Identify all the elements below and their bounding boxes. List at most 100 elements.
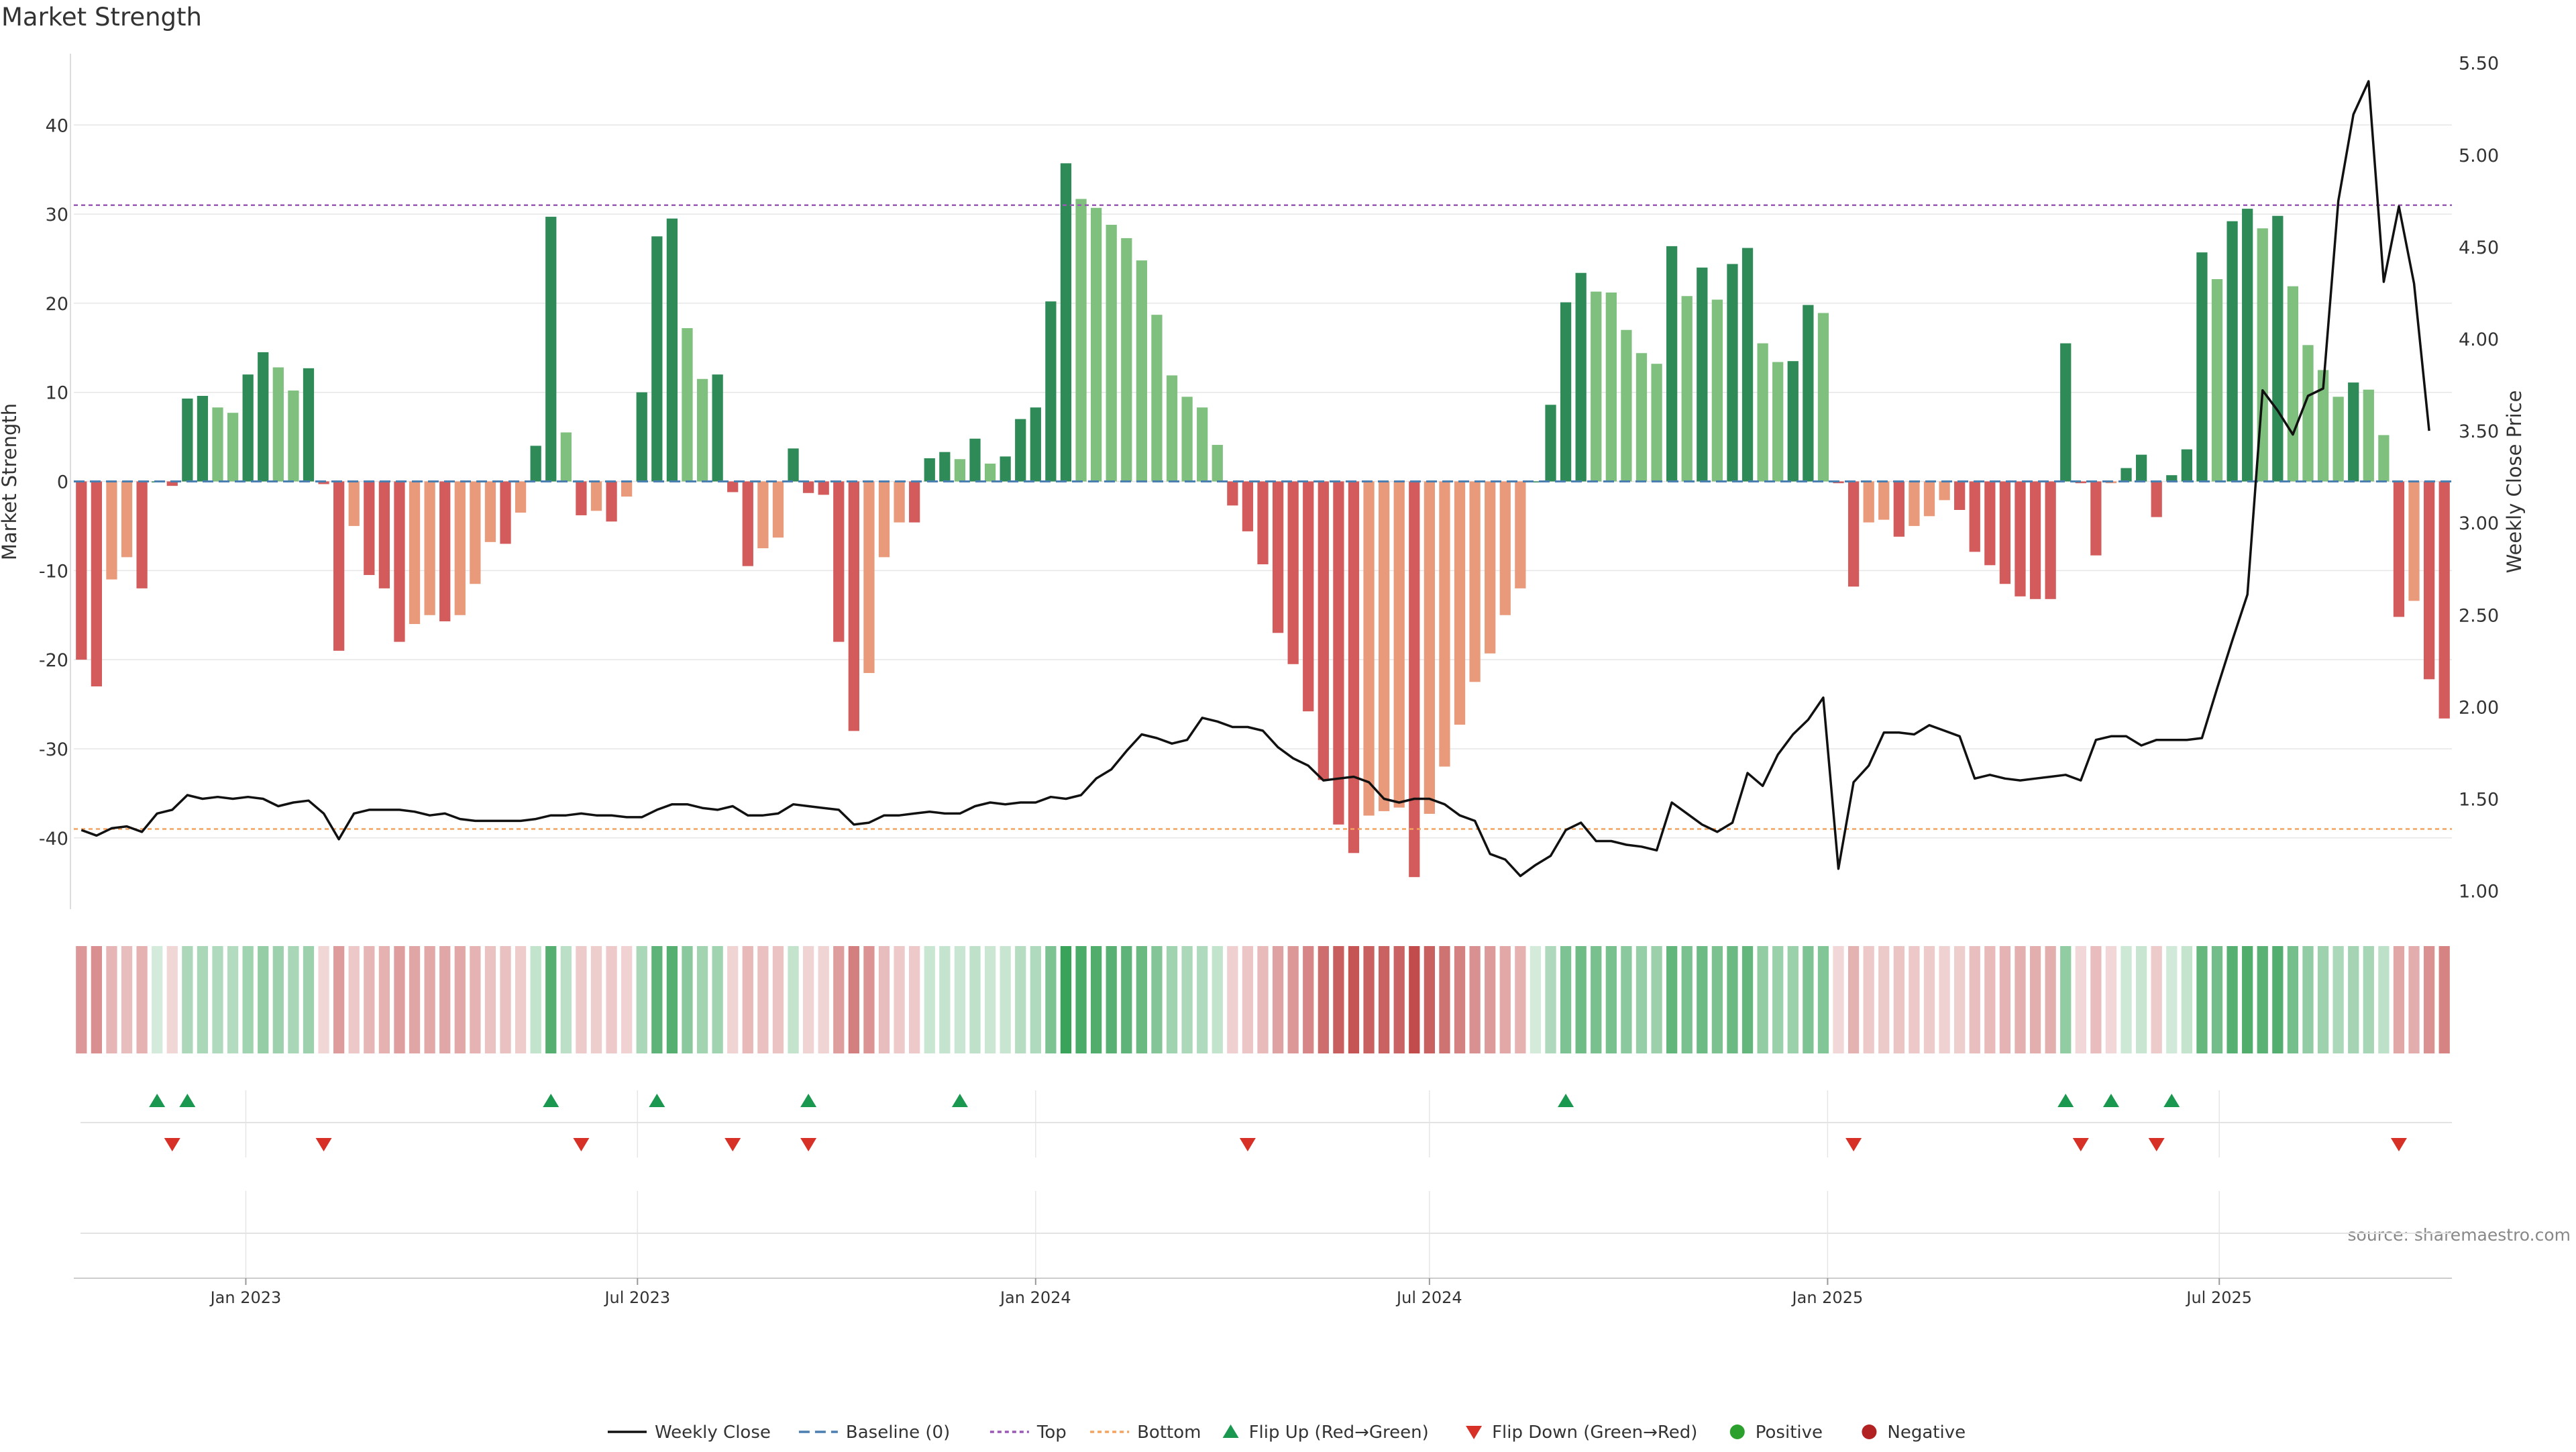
heat-cell [924,946,935,1053]
heat-cell [1333,946,1344,1053]
heat-cell [1772,946,1784,1053]
strength-bar [1939,481,1950,501]
strength-bar [454,481,466,615]
y-tick-label: 30 [46,205,68,225]
heat-cell [802,946,814,1053]
heat-cell [848,946,859,1053]
heat-cell [530,946,541,1053]
strength-bar [2378,435,2390,482]
y-tick-label: -10 [39,561,68,582]
heat-cell [2015,946,2026,1053]
heat-cell [439,946,451,1053]
strength-bar [1635,353,1648,482]
heat-cell [1621,946,1632,1053]
flip-up-marker [179,1094,196,1107]
strength-bar [182,398,193,482]
strength-bar [954,459,966,482]
legend-label: Top [1036,1422,1067,1443]
heat-cell [1863,946,1874,1053]
heat-cell [2317,946,2329,1053]
heat-cell [712,946,723,1053]
strength-bar [378,481,390,588]
heat-cell [1515,946,1526,1053]
heat-cell [1969,946,1980,1053]
heat-cell [1439,946,1450,1053]
y2-tick-label: 5.00 [2459,146,2499,166]
heat-cell [1379,946,1390,1053]
heat-cell [394,946,405,1053]
strength-bar [288,391,299,482]
heat-cell [1075,946,1087,1053]
legend-flip-up-icon [1222,1424,1239,1438]
heat-cell [1151,946,1163,1053]
heat-cell [1984,946,1996,1053]
strength-bar [1136,260,1147,482]
heat-cell [333,946,345,1053]
strength-bar [1090,207,1102,482]
heat-cell [2242,946,2253,1053]
strength-bar [848,481,859,731]
flip-down-marker [573,1138,590,1151]
flip-up-marker [149,1094,166,1107]
heat-cell [863,946,875,1053]
strength-bar [651,236,663,482]
heat-cell [1045,946,1057,1053]
strength-bar [2166,475,2178,482]
strength-bar [1772,362,1784,482]
heat-cell [2438,946,2450,1053]
plot-layer: -40 -30 -20 -10 0 10 20 30 40 1.00 1.50 2.00 2.50 3.0… [39,54,2499,1307]
strength-bar [242,374,254,482]
heat-cell [1591,946,1602,1053]
heat-cell [2060,946,2072,1053]
heat-cell [742,946,753,1053]
strength-bar [1409,481,1420,878]
heat-cell [121,946,133,1053]
strength-bar [348,481,360,526]
y-tick-label: -30 [39,739,68,760]
legend-item: Baseline (0) [798,1422,950,1443]
strength-bar [2015,481,2026,597]
strength-bar [2393,481,2405,617]
strength-bar [1363,481,1375,816]
strength-bar [1181,397,1193,482]
strength-bar [833,481,845,642]
strength-bar [1454,481,1466,725]
strength-bar [1303,481,1314,712]
heat-cell [2363,946,2374,1053]
strength-bar [1272,481,1284,633]
strength-bar [484,481,496,542]
strength-bar [197,396,209,482]
strength-bar [318,481,329,484]
heat-cell [590,946,602,1053]
legend-label: Flip Down (Green→Red) [1492,1422,1697,1443]
strength-bar [364,481,375,575]
heat-cell [682,946,693,1053]
strength-bar [272,367,284,482]
strength-bar [1469,481,1481,682]
flip-down-marker [1845,1138,1862,1151]
strength-bar [1424,481,1436,814]
strength-bar [1697,267,1708,482]
legend-item: Positive [1729,1422,1823,1443]
strength-bar [757,481,769,549]
heat-cell [470,946,481,1053]
strength-bar [1560,302,1572,482]
flip-up-marker [800,1094,817,1107]
heat-cell [757,946,769,1053]
heat-cell [2196,946,2208,1053]
heat-cell [378,946,390,1053]
heat-cell [1424,946,1436,1053]
strength-bar [606,481,617,522]
strength-bar [258,352,269,482]
x-tick-label: Jan 2023 [209,1288,282,1307]
heat-cell [1803,946,1814,1053]
legend-dot-icon [1862,1424,1877,1439]
strength-bar [470,481,481,584]
strength-bar [1666,246,1678,482]
heat-cell [954,946,966,1053]
heat-cell [106,946,117,1053]
heat-cell [1242,946,1254,1053]
strength-bar [969,438,981,482]
strength-bar [1212,445,1223,482]
strength-bar [742,481,753,566]
